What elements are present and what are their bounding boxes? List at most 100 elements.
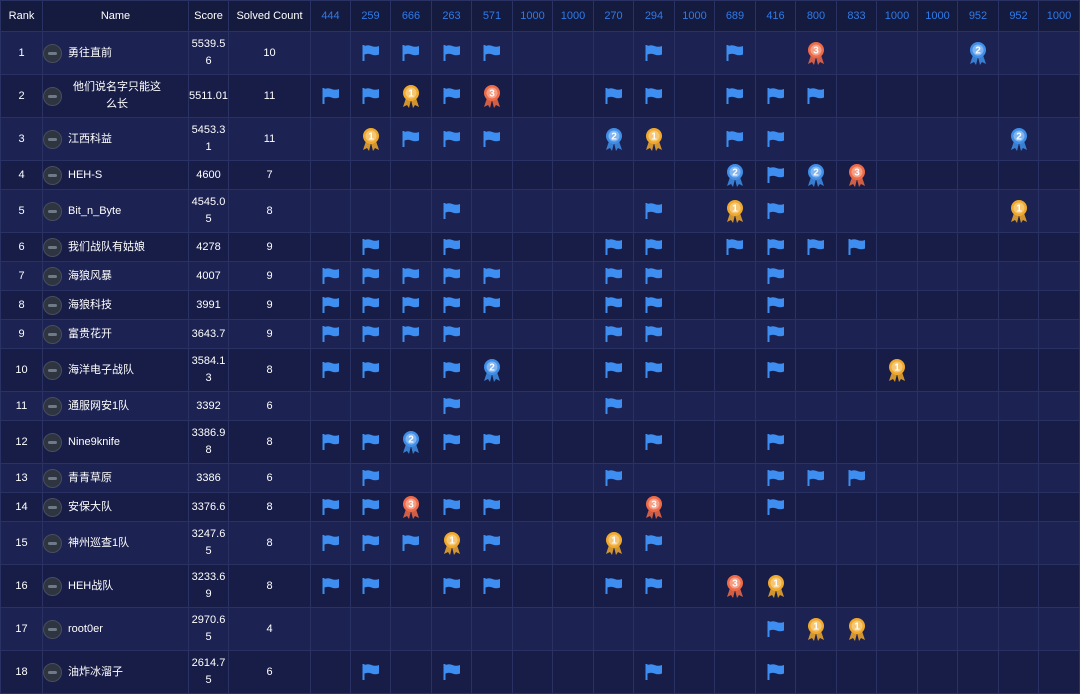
challenge-header[interactable]: 1000 [876,0,918,32]
team-name-cell[interactable]: 海狼风暴 [42,261,189,291]
challenge-header[interactable]: 1000 [1038,0,1080,32]
team-name-cell[interactable]: 通服网安1队 [42,391,189,421]
challenge-header[interactable]: 689 [714,0,756,32]
flag-icon [595,361,633,379]
flag-icon [473,130,512,148]
challenge-cell [633,31,675,75]
challenge-cell [876,319,918,349]
challenge-cell [674,463,715,493]
challenge-cell [714,521,756,565]
team-name-cell[interactable]: 海洋电子战队 [42,348,189,392]
challenge-cell [836,650,877,694]
challenge-header[interactable]: 1000 [512,0,553,32]
challenge-header[interactable]: 416 [755,0,796,32]
team-name-link[interactable]: 通服网安1队 [68,399,130,412]
challenge-cell [957,232,999,262]
team-name-cell[interactable]: HEH-S [42,160,189,190]
team-name-link[interactable]: 勇往直前 [68,46,112,59]
team-name-cell[interactable]: 富贵花开 [42,319,189,349]
team-name-link[interactable]: 青青草原 [68,471,112,484]
team-name-cell[interactable]: 安保大队 [42,492,189,522]
challenge-cell [714,391,756,421]
challenge-header[interactable]: 1000 [917,0,958,32]
challenge-header[interactable]: 571 [471,0,513,32]
avatar [43,237,62,257]
challenge-header[interactable]: 444 [310,0,351,32]
challenge-header[interactable]: 952 [957,0,999,32]
challenge-cell [714,420,756,464]
column-header-solved-count[interactable]: Solved Count [228,0,311,32]
team-name-cell[interactable]: root0er [42,607,189,651]
challenge-header[interactable]: 1000 [674,0,715,32]
team-name-link[interactable]: 海洋电子战队 [68,363,134,376]
table-row: 4 HEH-S 4600 7 2 2 3 [0,160,1080,190]
challenge-header[interactable]: 952 [998,0,1039,32]
team-name-link[interactable]: 海狼风暴 [68,269,112,282]
flag-icon [433,87,471,105]
team-name-cell[interactable]: 青青草原 [42,463,189,493]
svg-text:2: 2 [732,168,738,179]
challenge-header[interactable]: 294 [633,0,675,32]
team-name-link[interactable]: 江西科益 [68,132,112,145]
challenge-header[interactable]: 833 [836,0,877,32]
team-name-link[interactable]: root0er [68,622,103,635]
team-name-link[interactable]: HEH战队 [68,579,114,592]
team-name-link[interactable]: 他们说名字只能这么长 [73,81,161,110]
avatar [43,86,62,106]
challenge-cell [836,74,877,118]
column-header-score[interactable]: Score [188,0,229,32]
team-name-link[interactable]: Bit_n_Byte [68,204,122,217]
challenge-header[interactable]: 270 [593,0,634,32]
score-cell: 3386.98 [188,420,229,464]
team-name-cell[interactable]: 海狼科技 [42,290,189,320]
flag-icon [838,469,876,487]
team-name-link[interactable]: 我们战队有姑娘 [68,240,145,253]
challenge-cell [1038,31,1080,75]
challenge-header[interactable]: 666 [390,0,432,32]
challenge-cell [755,492,796,522]
team-name-cell[interactable]: HEH战队 [42,564,189,608]
challenge-header[interactable]: 259 [350,0,391,32]
flag-icon [312,498,350,516]
team-name-link[interactable]: 富贵花开 [68,327,112,340]
flag-icon [635,238,674,256]
challenge-cell [876,521,918,565]
team-name-cell[interactable]: Nine9knife [42,420,189,464]
column-header-name[interactable]: Name [42,0,189,32]
team-name-link[interactable]: 安保大队 [68,500,112,513]
table-row: 2 他们说名字只能这么长 5511.01 11 1 3 [0,74,1080,118]
team-name-link[interactable]: 海狼科技 [68,298,112,311]
challenge-cell [755,463,796,493]
team-name-link[interactable]: 神州巡查1队 [68,536,130,549]
team-name-cell[interactable]: 他们说名字只能这么长 [42,74,189,118]
team-name-link[interactable]: HEH-S [68,168,103,181]
team-name-link[interactable]: Nine9knife [68,435,120,448]
team-name-cell[interactable]: 油炸冰溜子 [42,650,189,694]
team-name-wrap: Bit_n_Byte [43,201,188,221]
team-name-cell[interactable]: 神州巡查1队 [42,521,189,565]
challenge-header[interactable]: 800 [795,0,837,32]
challenge-cell: 1 [998,189,1039,233]
team-name-cell[interactable]: 我们战队有姑娘 [42,232,189,262]
challenge-header[interactable]: 1000 [552,0,594,32]
flag-icon [473,267,512,285]
column-header-rank[interactable]: Rank [0,0,43,32]
challenge-cell [350,31,391,75]
header-row: Rank Name Score Solved Count 444 259 666 26… [0,0,1080,32]
challenge-cell [350,650,391,694]
team-name-cell[interactable]: 江西科益 [42,117,189,161]
flag-icon [595,577,633,595]
team-name-cell[interactable]: Bit_n_Byte [42,189,189,233]
challenge-cell [998,232,1039,262]
challenge-header[interactable]: 263 [431,0,472,32]
team-name-cell[interactable]: 勇往直前 [42,31,189,75]
flag-icon [757,433,795,451]
challenge-cell [431,232,472,262]
challenge-cell [998,261,1039,291]
team-name-link[interactable]: 油炸冰溜子 [68,665,123,678]
challenge-cell [431,31,472,75]
challenge-cell [512,521,553,565]
challenge-cell [593,564,634,608]
challenge-cell [836,319,877,349]
challenge-cell [593,319,634,349]
